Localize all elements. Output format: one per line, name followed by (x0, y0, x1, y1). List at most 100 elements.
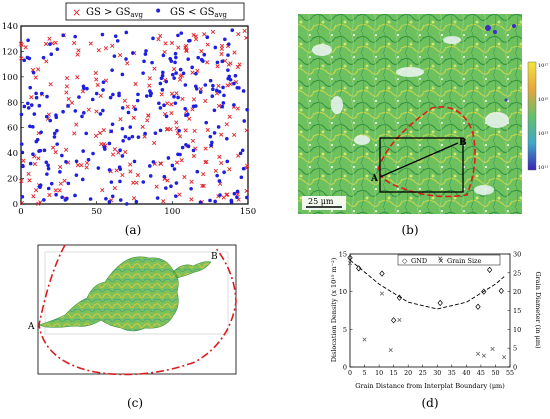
legend-marker-gnd: ◇ (402, 257, 408, 265)
red-cross-point (120, 172, 125, 178)
red-cross-point (217, 154, 222, 159)
blue-dot-point (54, 115, 59, 120)
blue-dot-point (66, 181, 71, 186)
blue-dot-point (42, 148, 47, 153)
blue-dot-point (90, 97, 95, 102)
red-cross-point (200, 183, 205, 188)
red-cross-point (177, 134, 183, 139)
caption-d: (d) (421, 396, 439, 410)
red-cross-point (169, 110, 174, 116)
blue-dot-point (174, 71, 178, 75)
blue-dot-point (124, 57, 128, 61)
blue-dot-point (179, 31, 184, 35)
red-cross-point (31, 194, 36, 199)
x-tick-label-d: 55 (506, 370, 514, 377)
blue-dot-point (46, 186, 51, 191)
blue-dot-point (22, 104, 27, 109)
blue-dot-point (109, 180, 114, 184)
x-axis-ticks-d: 0 5 10 15 20 25 30 35 40 45 50 55 (348, 364, 514, 377)
blue-dot-point (184, 113, 188, 118)
red-cross-point (110, 152, 116, 157)
blue-dot-point (195, 169, 200, 174)
blue-dot-point (144, 94, 149, 98)
red-cross-point (205, 42, 210, 47)
blue-dot-point (169, 184, 173, 188)
red-cross-point (80, 89, 86, 94)
red-cross-point (88, 41, 93, 46)
red-cross-point (110, 43, 115, 48)
red-cross-point (216, 83, 221, 89)
red-cross-point (232, 50, 237, 55)
red-cross-point (203, 98, 208, 104)
blue-dot-point (120, 72, 125, 77)
grain-detail-c: A B (27, 244, 237, 376)
blue-dot-point (135, 98, 140, 103)
blue-dot-point (202, 52, 207, 57)
x-tick-label-d: 15 (390, 370, 398, 377)
red-cross-point (64, 84, 69, 89)
red-cross-point (125, 61, 130, 66)
blue-dot-point (44, 160, 49, 165)
blue-dot-point (204, 120, 209, 125)
y-tick-label-d: 5 (343, 326, 347, 334)
red-cross-point (213, 168, 218, 173)
x-tick-label-a: 0 (18, 207, 23, 217)
y-tick-label-a: 60 (7, 124, 18, 134)
blue-dot-point (216, 125, 221, 129)
red-cross-point (154, 184, 159, 189)
blue-dot-point (73, 34, 77, 39)
blue-dot-point (184, 142, 188, 147)
red-cross-point (205, 127, 210, 133)
red-cross-point (86, 107, 91, 112)
blue-dot-point (240, 148, 245, 153)
red-cross-point (142, 134, 147, 139)
x-tick-label-d: 20 (404, 370, 412, 377)
blue-dot-point (21, 164, 25, 169)
red-cross-point (159, 92, 164, 97)
inner-box (44, 251, 229, 335)
grain-size-point (438, 256, 443, 261)
y2-tick-label-d: 25 (513, 269, 521, 277)
blue-dot-point (149, 91, 153, 96)
grain-size-point (490, 346, 495, 351)
red-cross-point (235, 192, 240, 197)
blue-dot-point (201, 59, 205, 63)
red-cross-point (95, 82, 100, 88)
blue-dot-point (32, 112, 37, 116)
red-cross-point (216, 103, 222, 108)
blue-dot-point (31, 125, 35, 129)
blue-dot-point (232, 81, 236, 86)
blue-dot-point (194, 71, 198, 76)
blue-dot-point (110, 194, 115, 199)
blue-dot-point (187, 39, 191, 43)
blue-dot-point (221, 101, 226, 105)
red-cross-point (34, 188, 39, 193)
red-cross-point (94, 77, 99, 82)
blue-dot-point (169, 59, 174, 63)
x-tick-label-d: 45 (477, 370, 485, 377)
blue-dot-point (128, 125, 133, 129)
red-cross-point (101, 128, 106, 133)
red-cross-point (19, 56, 24, 61)
blue-dot-point (120, 106, 125, 110)
blue-dot-point (45, 94, 49, 99)
panel-d: ◇ GND × Grain Size 0 5 10 15 0 5 10 15 20 25 30 0… (300, 240, 550, 415)
blue-dot-point (164, 79, 169, 84)
x-tick-label-d: 0 (348, 370, 352, 377)
red-cross-point (118, 52, 123, 58)
red-cross-point (62, 178, 67, 183)
blue-dot-point (208, 198, 212, 203)
blue-dot-point (172, 167, 177, 171)
red-cross-point (182, 174, 187, 180)
red-cross-point (53, 150, 58, 155)
red-cross-point (164, 127, 170, 132)
legend-marker-gs-above: × (72, 6, 81, 19)
red-cross-point (228, 81, 233, 87)
red-cross-point (183, 128, 188, 133)
gnd-point (481, 288, 487, 295)
blue-dot-point (155, 196, 160, 200)
blue-dot-point (26, 38, 30, 43)
blue-dot-point (170, 163, 175, 168)
blue-dot-point (186, 57, 191, 61)
red-cross-point (47, 192, 52, 198)
